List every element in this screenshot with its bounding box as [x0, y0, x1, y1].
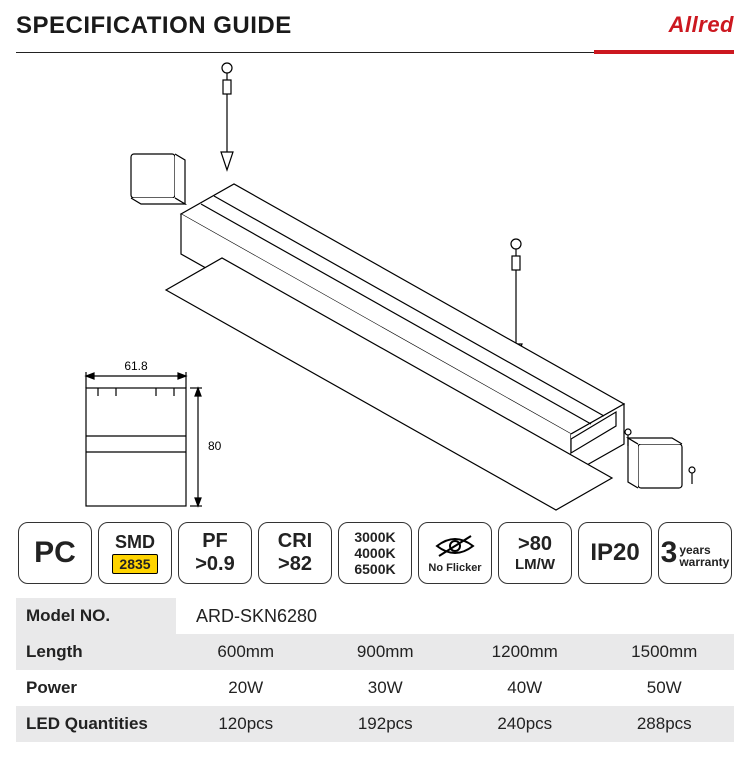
- tile-warranty: 3 years warranty: [658, 522, 732, 584]
- table-cell: 288pcs: [595, 706, 735, 742]
- tile-pf: PF >0.9: [178, 522, 252, 584]
- table-cell: 192pcs: [316, 706, 456, 742]
- tile-cct-l1: 3000K: [354, 529, 395, 545]
- spec-tiles: PC SMD 2835 PF >0.9 CRI >82 3000K 4000K …: [16, 522, 734, 584]
- tile-cct-l3: 6500K: [354, 561, 395, 577]
- spec-table: Model NO. ARD-SKN6280 Length600mm900mm12…: [16, 598, 734, 742]
- table-cell: 1500mm: [595, 634, 735, 670]
- tile-smd-chip: 2835: [112, 554, 157, 574]
- svg-text:80: 80: [208, 439, 222, 453]
- product-diagram: 61.8 80: [16, 54, 734, 522]
- tile-smd-top: SMD: [115, 532, 155, 553]
- tile-pc: PC: [18, 522, 92, 584]
- tile-cct-l2: 4000K: [354, 545, 395, 561]
- tile-lm-l1: >80: [518, 533, 552, 556]
- table-row: LED Quantities120pcs192pcs240pcs288pcs: [16, 706, 734, 742]
- tile-cri-l2: >82: [278, 553, 312, 576]
- table-cell: 30W: [316, 670, 456, 706]
- header: SPECIFICATION GUIDE Allred: [16, 12, 734, 46]
- table-cell: 50W: [595, 670, 735, 706]
- tile-no-flicker-label: No Flicker: [428, 562, 481, 575]
- tile-cct: 3000K 4000K 6500K: [338, 522, 412, 584]
- table-value-model: ARD-SKN6280: [176, 598, 734, 634]
- tile-warranty-l2: warranty: [679, 556, 729, 568]
- no-flicker-icon: [433, 532, 477, 560]
- table-cell: 900mm: [316, 634, 456, 670]
- table-row: Length600mm900mm1200mm1500mm: [16, 634, 734, 670]
- svg-text:61.8: 61.8: [124, 359, 148, 373]
- tile-lm: >80 LM/W: [498, 522, 572, 584]
- brand-logo: Allred: [669, 12, 734, 38]
- tile-no-flicker: No Flicker: [418, 522, 492, 584]
- table-label: LED Quantities: [16, 706, 176, 742]
- table-label-model: Model NO.: [16, 598, 176, 634]
- tile-ip: IP20: [578, 522, 652, 584]
- table-cell: 20W: [176, 670, 316, 706]
- table-cell: 600mm: [176, 634, 316, 670]
- table-cell: 240pcs: [455, 706, 595, 742]
- table-label: Power: [16, 670, 176, 706]
- table-row-model: Model NO. ARD-SKN6280: [16, 598, 734, 634]
- tile-cri-l1: CRI: [278, 530, 312, 553]
- table-cell: 40W: [455, 670, 595, 706]
- table-label: Length: [16, 634, 176, 670]
- tile-warranty-num: 3: [661, 538, 678, 568]
- tile-pf-l1: PF: [202, 530, 228, 553]
- table-row: Power20W30W40W50W: [16, 670, 734, 706]
- table-cell: 1200mm: [455, 634, 595, 670]
- tile-smd: SMD 2835: [98, 522, 172, 584]
- tile-pf-l2: >0.9: [195, 553, 234, 576]
- tile-cri: CRI >82: [258, 522, 332, 584]
- tile-lm-l2: LM/W: [515, 556, 555, 573]
- page-title: SPECIFICATION GUIDE: [16, 12, 734, 40]
- table-cell: 120pcs: [176, 706, 316, 742]
